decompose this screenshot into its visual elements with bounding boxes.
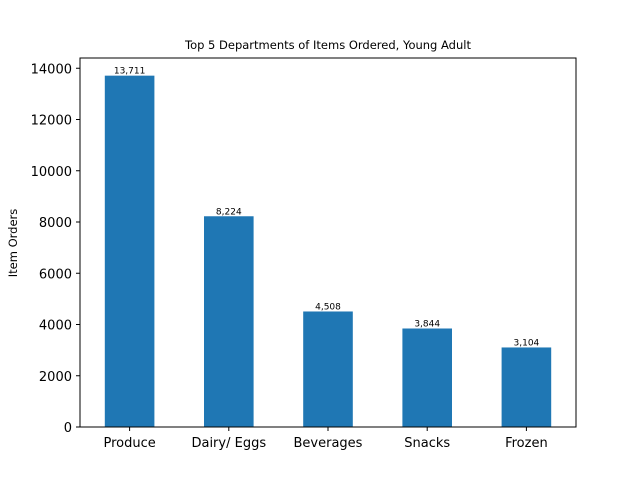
y-tick-label-2: 4000 bbox=[39, 319, 72, 334]
y-tick-label-0: 0 bbox=[64, 421, 72, 436]
bar-1 bbox=[204, 216, 254, 427]
y-tick-label-5: 10000 bbox=[31, 165, 72, 180]
bar-2 bbox=[303, 311, 353, 427]
data-label-1: 8,224 bbox=[216, 207, 242, 217]
y-tick-label-7: 14000 bbox=[31, 62, 72, 77]
y-axis-label: Item Orders bbox=[6, 209, 20, 278]
y-axis: 0 2000 4000 6000 8000 10000 12000 14000 bbox=[31, 62, 80, 436]
x-tick-label-0: Produce bbox=[103, 436, 155, 451]
y-tick-label-4: 8000 bbox=[39, 216, 72, 231]
data-label-4: 3,104 bbox=[514, 338, 540, 348]
data-labels-group: 13,711 8,224 4,508 3,844 3,104 bbox=[114, 67, 540, 349]
bars-group bbox=[104, 75, 552, 427]
bar-3 bbox=[402, 328, 452, 427]
chart-title: Top 5 Departments of Items Ordered, Youn… bbox=[184, 38, 471, 52]
bar-0 bbox=[104, 75, 155, 427]
x-tick-label-1: Dairy/ Eggs bbox=[191, 436, 266, 451]
plot-frame bbox=[79, 57, 577, 428]
data-label-0: 13,711 bbox=[114, 67, 146, 77]
data-label-3: 3,844 bbox=[414, 319, 440, 329]
x-tick-label-2: Beverages bbox=[294, 436, 363, 451]
x-tick-label-4: Frozen bbox=[505, 436, 548, 451]
x-tick-label-3: Snacks bbox=[404, 436, 450, 451]
bar-4 bbox=[501, 347, 552, 427]
x-axis: Produce Dairy/ Eggs Beverages Snacks Frozen bbox=[103, 427, 548, 451]
y-tick-label-3: 6000 bbox=[39, 267, 72, 282]
y-tick-label-1: 2000 bbox=[39, 370, 72, 385]
y-tick-label-6: 12000 bbox=[31, 114, 72, 129]
data-label-2: 4,508 bbox=[315, 302, 341, 312]
